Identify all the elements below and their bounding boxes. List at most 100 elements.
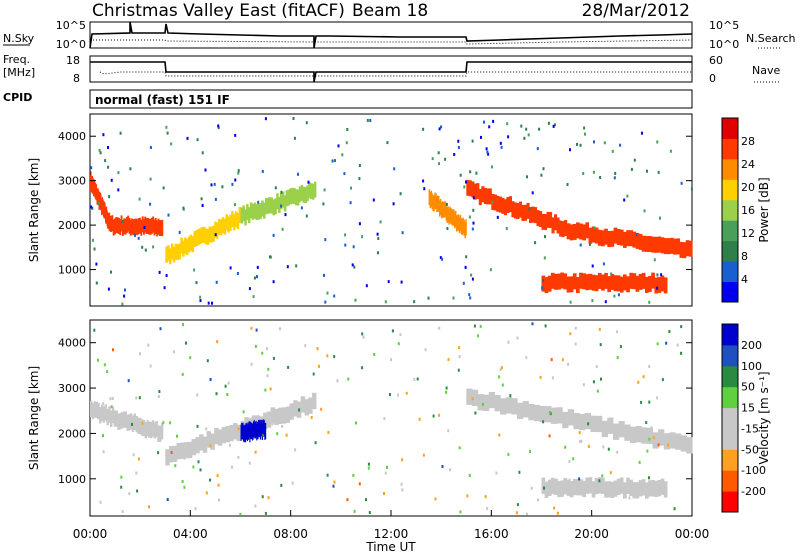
power-band-6-cell-23 — [638, 233, 643, 250]
velocity-speckle-164 — [477, 334, 479, 338]
velocity-band-4-cell-28 — [629, 479, 633, 496]
freq-trace — [90, 61, 692, 83]
power-speckle-181 — [104, 159, 107, 163]
power-colorbar-tick-1: 8 — [741, 250, 748, 263]
power-band-4-cell-25 — [452, 209, 454, 226]
power-band-5-cell-18 — [511, 201, 515, 218]
velocity-band-3-cell-1 — [471, 389, 479, 406]
power-speckle-242 — [469, 170, 472, 174]
power-band-2-cell-37 — [234, 211, 238, 228]
power-band-2-cell-9 — [182, 240, 185, 257]
power-band-5-cell-30 — [541, 213, 545, 230]
velocity-band-0-cell-29 — [142, 420, 146, 437]
velocity-band-2-cell-5 — [243, 426, 245, 443]
power-band-6-cell-32 — [666, 238, 671, 255]
power-speckle-161 — [656, 286, 659, 290]
velocity-speckle-21 — [648, 365, 651, 368]
power-speckle-214 — [485, 147, 488, 151]
velocity-speckle-39 — [358, 482, 361, 486]
power-band-1-cell-21 — [137, 218, 140, 235]
velocity-band-3-cell-35 — [663, 433, 670, 450]
power-speckle-247 — [633, 158, 636, 162]
velocity-speckle-138 — [109, 397, 112, 401]
power-speckle-106 — [199, 295, 202, 299]
power-band-7-cell-21 — [607, 276, 611, 293]
velocity-band-3-cell-13 — [539, 405, 546, 423]
power-speckle-244 — [90, 205, 93, 209]
velocity-band-1-cell-15 — [221, 427, 227, 444]
power-band-5-cell-37 — [559, 220, 563, 237]
velocity-band-4-cell-7 — [563, 478, 568, 495]
power-band-7-cell-20 — [604, 272, 608, 289]
velocity-band-1-cell-38 — [308, 397, 313, 414]
power-band-7-cell-18 — [597, 272, 602, 289]
velocity-speckle-7 — [449, 468, 451, 472]
power-speckle-146 — [641, 131, 643, 135]
x-tick-label-2: 08:00 — [273, 527, 308, 541]
power-band-3-cell-3 — [246, 204, 249, 221]
power-speckle-127 — [496, 215, 499, 219]
power-band-1-cell-3 — [114, 218, 116, 235]
velocity-speckle-162 — [264, 511, 267, 515]
power-band-7-cell-19 — [601, 274, 605, 291]
velocity-band-0-cell-14 — [115, 410, 118, 427]
velocity-band-0-cell-20 — [126, 414, 129, 431]
freq-label-line1: Freq. — [3, 53, 30, 66]
velocity-band-4-cell-36 — [654, 480, 659, 498]
power-speckle-179 — [323, 273, 325, 277]
velocity-band-0-cell-7 — [102, 406, 106, 423]
velocity-speckle-46 — [205, 491, 208, 495]
velocity-band-0-cell-27 — [139, 417, 142, 435]
power-band-4-cell-14 — [441, 201, 444, 218]
velocity-speckle-96 — [391, 329, 394, 333]
velocity-speckle-90 — [587, 444, 590, 448]
velocity-speckle-246 — [498, 433, 501, 437]
velocity-band-0-cell-36 — [155, 420, 158, 438]
velocity-band-3-cell-22 — [590, 415, 597, 432]
power-ytick-label-3: 4000 — [58, 130, 86, 143]
power-speckle-217 — [488, 125, 491, 129]
power-band-5-cell-34 — [551, 217, 555, 234]
velocity-speckle-133 — [438, 413, 441, 417]
power-band-7-cell-16 — [591, 274, 596, 291]
power-speckle-188 — [506, 122, 509, 126]
power-band-4-cell-24 — [451, 208, 453, 225]
velocity-speckle-82 — [473, 324, 476, 328]
velocity-panel: 1000 2000 3000 4000 Slant Range [km] -200 -1… — [27, 319, 771, 517]
power-speckle-8 — [117, 188, 120, 192]
velocity-speckle-69 — [384, 471, 387, 475]
x-axis-label: Time UT — [365, 540, 416, 554]
velocity-speckle-109 — [600, 377, 602, 381]
velocity-speckle-190 — [548, 411, 551, 414]
velocity-band-0-cell-33 — [150, 421, 153, 439]
power-band-5-cell-21 — [518, 201, 522, 218]
velocity-band-3-cell-29 — [629, 426, 637, 443]
velocity-band-3-cell-12 — [534, 404, 541, 422]
velocity-band-3-cell-33 — [652, 432, 659, 449]
velocity-speckle-131 — [112, 348, 114, 352]
power-speckle-241 — [344, 233, 347, 237]
nsearch-tick-top: 10^5 — [709, 19, 739, 32]
velocity-band-4-cell-3 — [550, 477, 555, 495]
power-band-6-cell-22 — [635, 232, 640, 249]
power-band-1-cell-10 — [123, 218, 126, 235]
velocity-speckle-107 — [567, 362, 570, 366]
power-band-5-cell-38 — [561, 221, 565, 238]
power-y-ticks: 1000 2000 3000 4000 — [58, 130, 692, 277]
velocity-speckle-49 — [216, 474, 219, 478]
velocity-speckle-219 — [254, 344, 257, 348]
velocity-band-0-cell-22 — [130, 413, 133, 430]
power-ytick-label-0: 1000 — [58, 264, 86, 277]
power-speckle-225 — [542, 167, 545, 171]
power-band-7-cell-37 — [657, 276, 662, 293]
velocity-band-2-cell-38 — [264, 423, 266, 440]
nsky-trace — [89, 21, 693, 49]
power-band-6-cell-18 — [623, 231, 627, 248]
velocity-band-4-cell-8 — [566, 479, 571, 496]
power-band-1-cell-39 — [161, 219, 164, 236]
power-band-5-cell-36 — [556, 217, 560, 234]
power-colorbar-frame — [721, 117, 739, 303]
power-speckle-145 — [491, 200, 494, 204]
power-band-1-cell-2 — [112, 219, 115, 236]
velocity-band-4-cell-26 — [623, 482, 627, 499]
